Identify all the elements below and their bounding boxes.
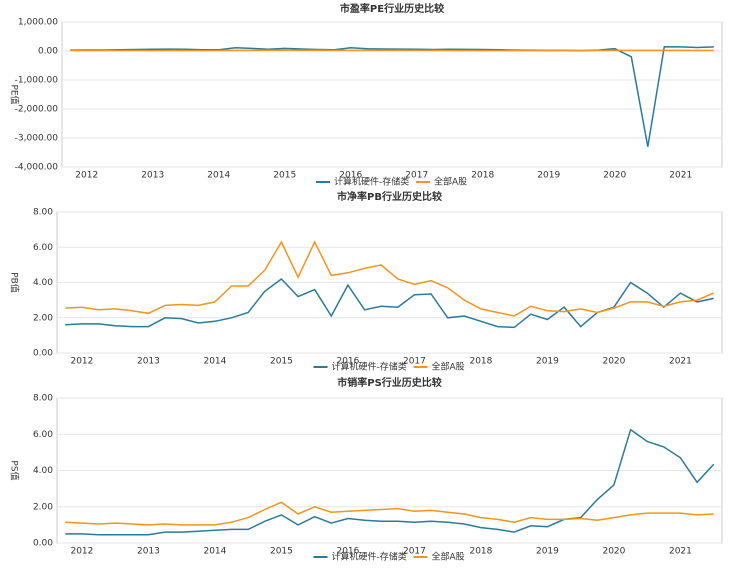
chart-title: 市销率PS行业历史比较 <box>337 376 442 389</box>
x-tick-label: 2020 <box>603 171 626 181</box>
y-tick-label: 2.00 <box>33 313 53 323</box>
series-line <box>65 501 714 526</box>
y-tick-label: 8.00 <box>33 394 53 404</box>
series-line <box>70 45 714 147</box>
y-tick-label: 0.00 <box>33 539 53 549</box>
x-tick-label: 2018 <box>469 357 492 367</box>
legend-label: 全部A股 <box>434 176 467 188</box>
y-tick-label: 4.00 <box>33 466 53 476</box>
y-tick-label: 6.00 <box>33 430 53 440</box>
x-tick-label: 2017 <box>403 547 426 557</box>
x-tick-label: 2013 <box>137 547 160 557</box>
x-tick-label: 2013 <box>137 357 160 367</box>
legend-label: 计算机硬件-存储类 <box>332 551 407 563</box>
x-tick-label: 2016 <box>336 357 359 367</box>
x-tick-label: 2014 <box>203 357 226 367</box>
y-tick-label: -3,000.00 <box>15 134 59 144</box>
y-tick-label: 2.00 <box>33 502 53 512</box>
x-tick-label: 2015 <box>273 171 296 181</box>
x-tick-label: 2020 <box>602 547 625 557</box>
x-tick-label: 2019 <box>536 357 559 367</box>
series-line <box>70 49 714 52</box>
x-tick-label: 2018 <box>469 547 492 557</box>
y-tick-label: 1,000.00 <box>18 18 58 28</box>
x-tick-label: 2014 <box>203 547 226 557</box>
y-tick-label: 8.00 <box>33 208 53 218</box>
x-tick-label: 2014 <box>207 171 230 181</box>
x-tick-label: 2016 <box>339 171 362 181</box>
series-line <box>65 240 714 317</box>
y-tick-label: 4.00 <box>33 278 53 288</box>
x-tick-label: 2012 <box>70 547 93 557</box>
x-tick-label: 2015 <box>270 547 293 557</box>
x-tick-label: 2012 <box>75 171 98 181</box>
x-tick-label: 2019 <box>537 171 560 181</box>
y-axis-label: PE值 <box>9 84 21 104</box>
y-tick-label: -2,000.00 <box>15 105 59 115</box>
y-tick-label: -4,000.00 <box>15 163 59 173</box>
y-axis-label: PS值 <box>9 460 21 480</box>
x-tick-label: 2017 <box>403 357 426 367</box>
series-line <box>65 428 715 536</box>
x-tick-label: 2019 <box>536 547 559 557</box>
y-tick-label: 6.00 <box>33 243 53 253</box>
legend-label: 全部A股 <box>432 361 465 373</box>
x-tick-label: 2020 <box>602 357 625 367</box>
legend-label: 计算机硬件-存储类 <box>332 361 407 373</box>
plot-area <box>61 21 723 168</box>
chart-title: 市盈率PE行业历史比较 <box>340 2 444 15</box>
x-tick-label: 2012 <box>70 357 93 367</box>
x-tick-label: 2021 <box>669 171 692 181</box>
y-tick-label: -1,000.00 <box>15 76 59 86</box>
legend-label: 计算机硬件-存储类 <box>334 176 409 188</box>
y-tick-label: 0.00 <box>38 47 58 57</box>
x-tick-label: 2021 <box>669 357 692 367</box>
x-tick-label: 2021 <box>669 547 692 557</box>
legend-label: 全部A股 <box>432 551 465 563</box>
x-tick-label: 2016 <box>336 547 359 557</box>
x-tick-label: 2015 <box>270 357 293 367</box>
chart-title: 市净率PB行业历史比较 <box>337 190 442 203</box>
x-tick-label: 2013 <box>141 171 164 181</box>
y-axis-label: PB值 <box>9 272 21 293</box>
x-tick-label: 2017 <box>405 171 428 181</box>
series-line <box>65 278 714 329</box>
x-tick-label: 2018 <box>471 171 494 181</box>
y-tick-label: 0.00 <box>33 349 53 359</box>
